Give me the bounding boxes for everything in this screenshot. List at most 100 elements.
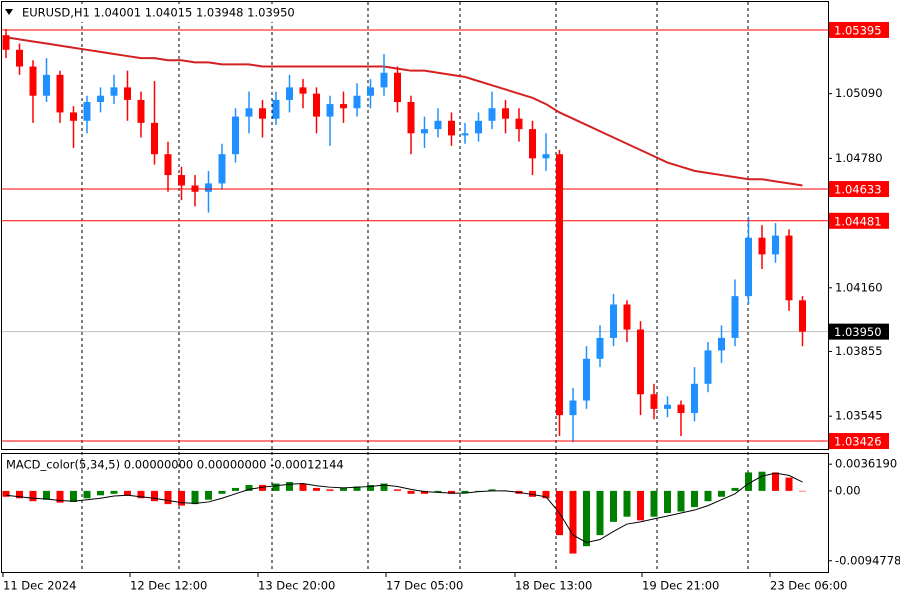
level-label-bg <box>829 21 889 38</box>
macd-bar <box>124 490 131 496</box>
candle-body <box>380 72 388 88</box>
macd-bar <box>529 490 536 497</box>
y-tick-label: 1.04160 <box>835 280 883 294</box>
candle-body <box>704 350 712 384</box>
candle-body <box>502 108 509 119</box>
candle-body <box>272 99 280 119</box>
candle-body <box>137 99 145 123</box>
macd-bar <box>434 490 442 493</box>
candle-body <box>610 304 617 338</box>
x-tick-label: 12 Dec 12:00 <box>130 579 207 593</box>
candle-body <box>313 93 320 117</box>
macd-bar <box>448 490 455 494</box>
menu-arrow[interactable] <box>5 9 13 15</box>
y-tick-label: 0.00 <box>835 483 861 497</box>
macd-bar <box>718 490 725 497</box>
macd-bar <box>259 484 266 491</box>
macd-bar <box>799 490 806 492</box>
candle-body <box>232 116 239 155</box>
candle-body <box>83 101 91 121</box>
candle-body <box>178 175 185 186</box>
candle-body <box>623 304 631 330</box>
macd-bar <box>488 489 496 491</box>
candle-body <box>637 329 644 395</box>
macd-bar <box>461 490 469 494</box>
candle-body <box>556 154 563 416</box>
y-tick-label: 1.03545 <box>835 409 883 423</box>
level-label-bg <box>829 181 889 198</box>
macd-bar <box>164 490 172 505</box>
y-tick-label: -0.0094778 <box>835 553 900 567</box>
macd-bar <box>299 483 307 491</box>
macd-bar <box>691 490 698 508</box>
level-label: 1.04633 <box>834 183 882 197</box>
macd-title: MACD_color(5,34,5) 0.00000000 0.00000000… <box>6 458 344 472</box>
macd-bar <box>677 490 685 512</box>
level-label: 1.03426 <box>834 435 882 449</box>
macd-bar <box>2 490 10 497</box>
x-tick-label: 11 Dec 2024 <box>3 579 76 593</box>
current-price-label-bg <box>829 323 889 340</box>
candle-body <box>650 394 658 409</box>
macd-bar <box>218 490 226 494</box>
macd-bar <box>83 490 91 499</box>
macd-bar <box>650 490 658 517</box>
candle-body <box>56 74 64 113</box>
x-tick-label: 18 Dec 13:00 <box>515 579 592 593</box>
candle-body <box>299 87 307 94</box>
candle-body <box>218 154 226 184</box>
candle-body <box>731 296 739 338</box>
level-label-bg <box>829 212 889 229</box>
candle-body <box>529 129 536 159</box>
x-tick-label: 17 Dec 05:00 <box>386 579 463 593</box>
candle-body <box>407 101 415 134</box>
macd-bar <box>407 490 415 494</box>
candle-body <box>340 104 347 109</box>
macd-bar <box>596 490 604 536</box>
macd-bar <box>367 484 374 491</box>
macd-bar <box>29 490 37 502</box>
candle-body <box>677 404 685 414</box>
macd-bar <box>286 482 293 491</box>
macd-bar <box>232 487 239 491</box>
candle-body <box>353 95 361 109</box>
current-price-label: 1.03950 <box>834 325 882 339</box>
macd-bar <box>623 490 631 517</box>
candle-body <box>205 183 212 192</box>
macd-bar <box>421 490 428 494</box>
macd-bar <box>731 487 739 491</box>
macd-bar <box>110 490 118 494</box>
macd-bar <box>43 490 50 500</box>
macd-bar <box>758 471 766 491</box>
main-frame <box>1 1 829 450</box>
candle-body <box>245 108 253 117</box>
macd-bar <box>785 477 793 491</box>
candle-body <box>475 120 482 134</box>
y-tick-label: 1.05090 <box>835 86 883 100</box>
chart-title: EURUSD,H1 1.04001 1.04015 1.03948 1.0395… <box>22 6 295 20</box>
candle-body <box>97 95 104 102</box>
macd-bar <box>205 490 212 500</box>
macd-signal <box>5 472 803 544</box>
candle-body <box>110 87 118 96</box>
candle-body <box>569 400 577 416</box>
candle-body <box>664 404 671 409</box>
candle-body <box>2 35 10 50</box>
x-tick-label: 23 Dec 06:00 <box>770 579 847 593</box>
macd-bar <box>97 490 104 496</box>
candle-body <box>515 118 523 130</box>
candle-body <box>718 337 725 351</box>
candle-body <box>70 112 77 121</box>
macd-bar <box>70 490 77 502</box>
macd-frame <box>1 453 829 573</box>
candle-body <box>421 129 428 134</box>
candle-body <box>799 300 806 332</box>
candle-body <box>488 108 496 121</box>
candle-body <box>758 237 766 255</box>
candle-body <box>16 49 23 67</box>
macd-bar <box>583 490 590 547</box>
macd-bar <box>745 472 752 491</box>
candle-body <box>124 87 131 100</box>
level-label: 1.04481 <box>834 214 882 228</box>
macd-bar <box>178 490 185 506</box>
